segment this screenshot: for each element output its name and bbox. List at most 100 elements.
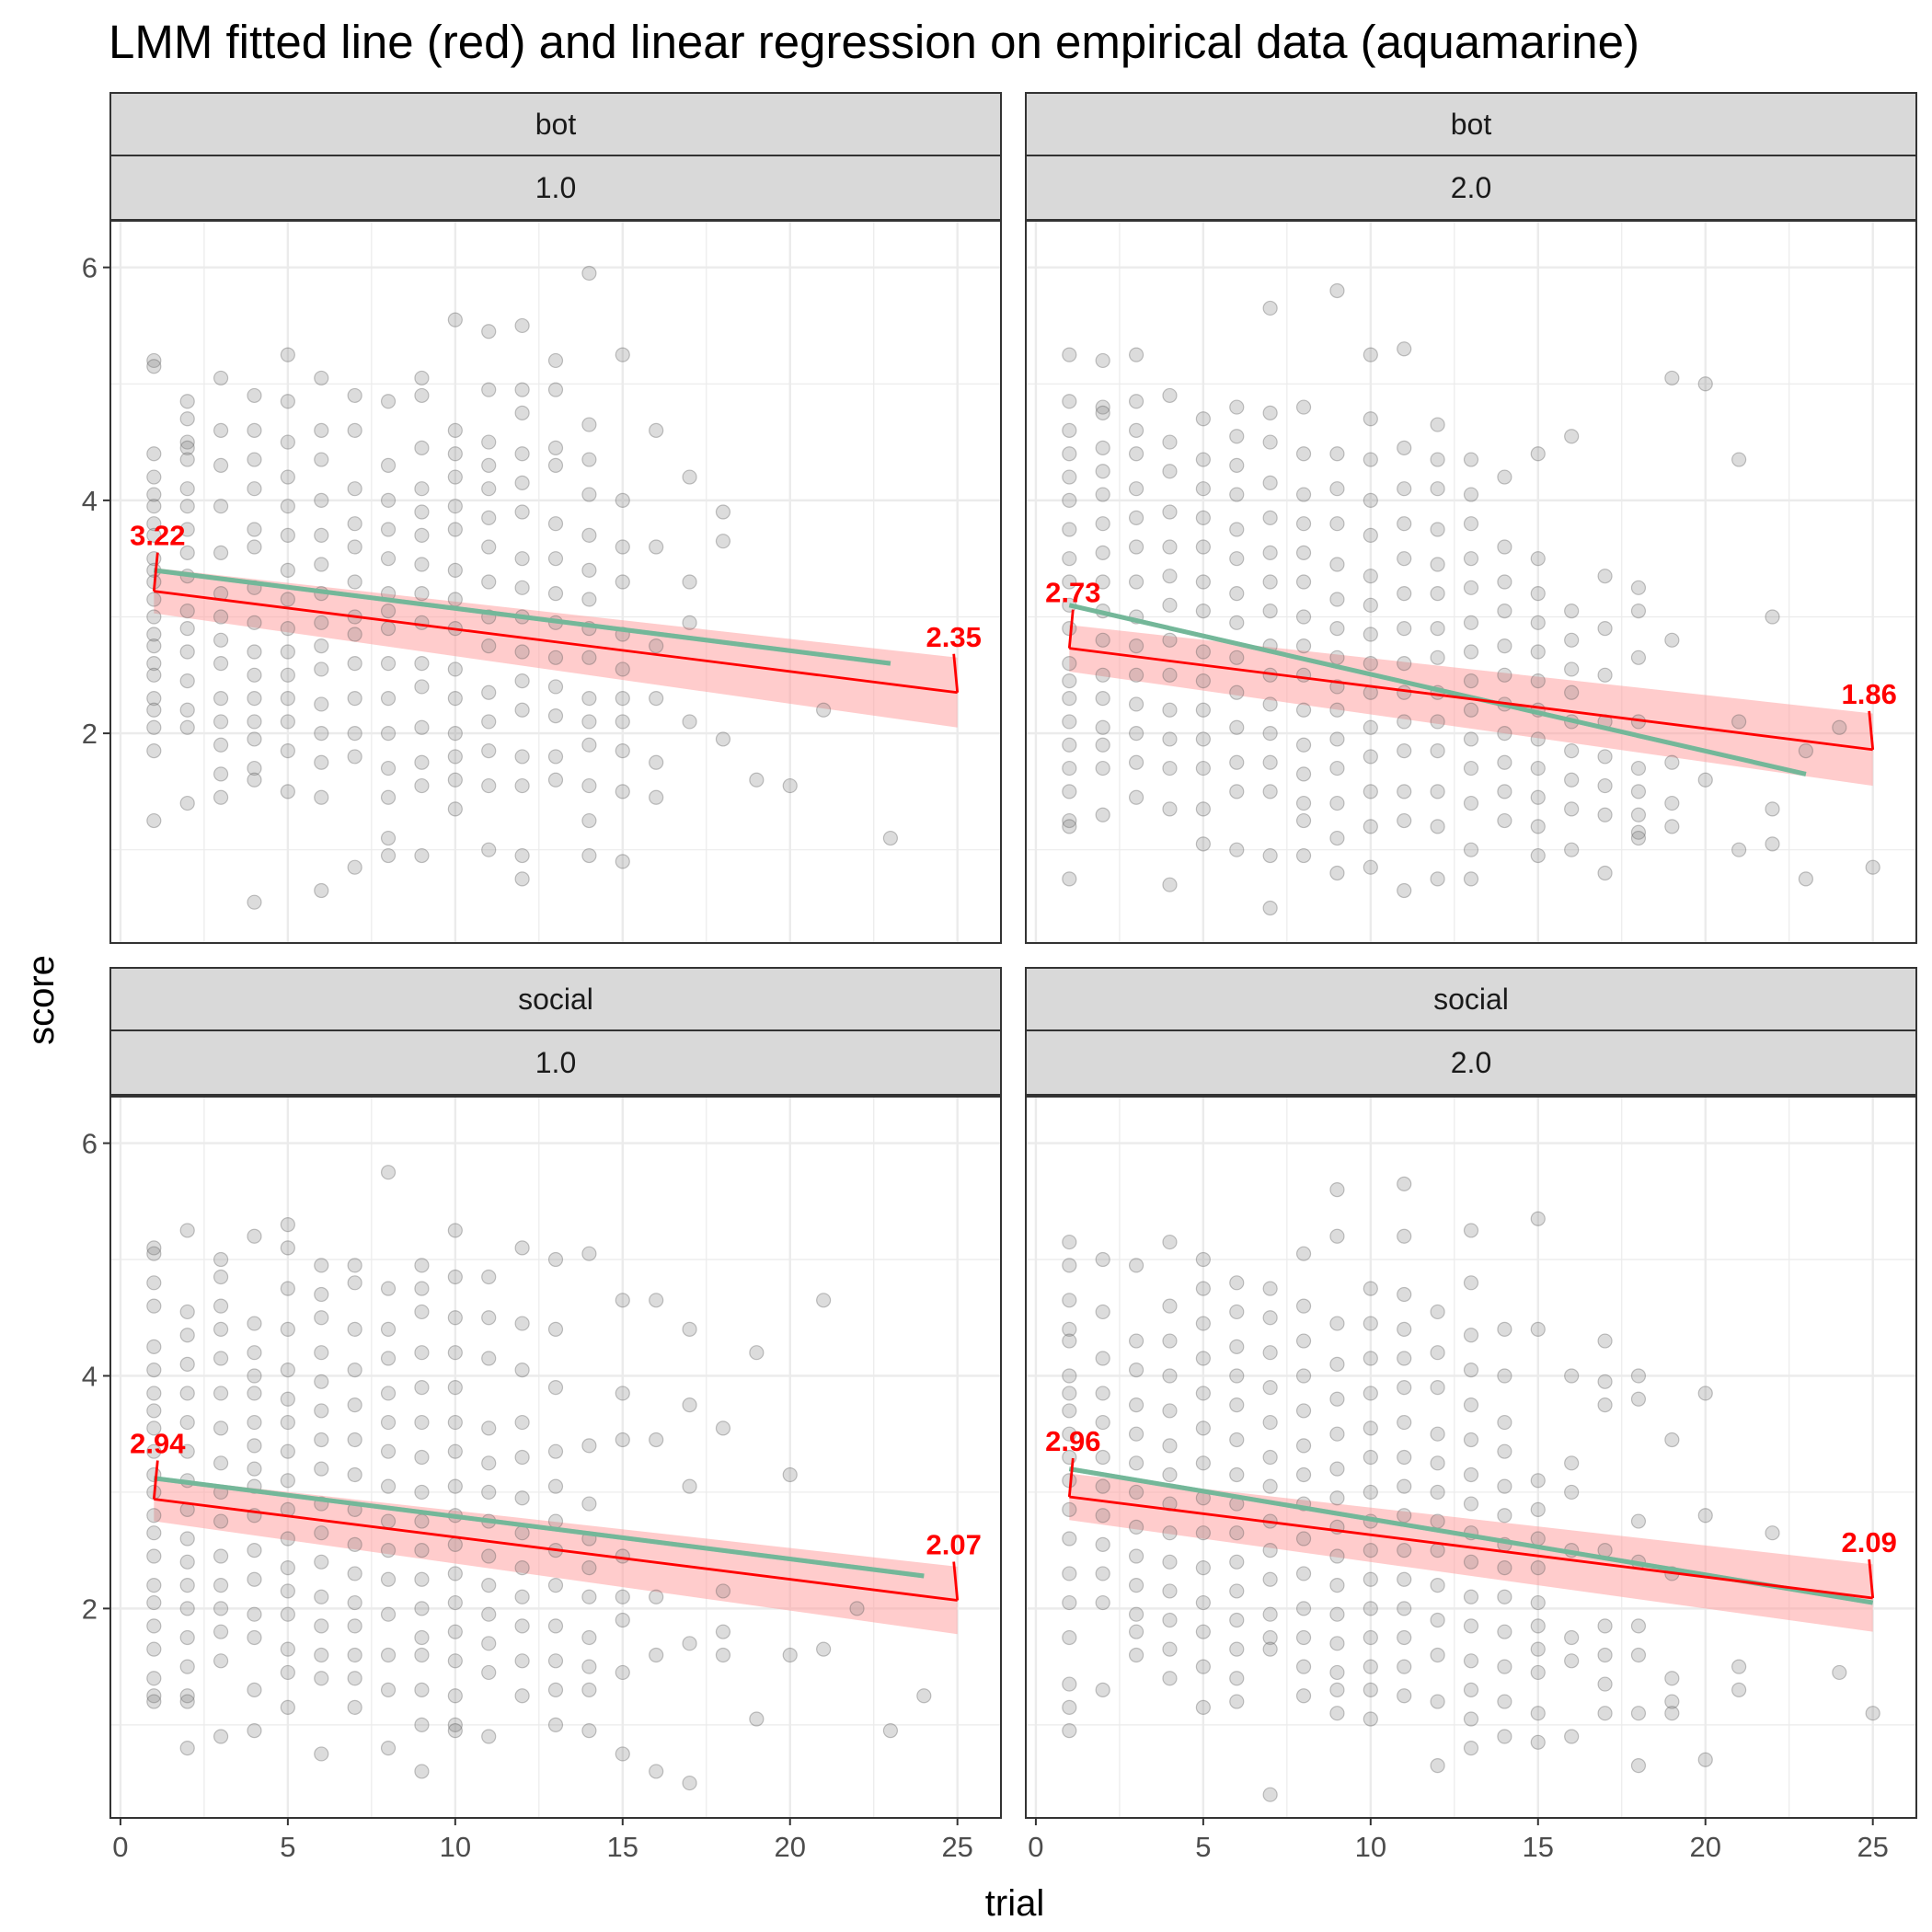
data-point [547, 586, 564, 602]
data-point [1664, 1671, 1680, 1686]
data-point [414, 527, 430, 543]
data-point [380, 1571, 397, 1587]
data-point [179, 1386, 195, 1401]
data-point [1062, 1566, 1077, 1581]
data-point [1664, 1706, 1680, 1721]
data-point [581, 527, 597, 543]
data-point [1195, 1386, 1211, 1401]
data-point [1664, 795, 1680, 811]
data-point [1295, 399, 1312, 415]
data-point [280, 1281, 295, 1296]
data-point [1062, 422, 1077, 439]
data-point [447, 1345, 463, 1361]
data-point [1295, 702, 1312, 718]
data-point [1832, 719, 1847, 735]
data-point [547, 551, 564, 567]
data-point [1195, 1624, 1211, 1639]
data-point [1564, 1484, 1580, 1501]
data-point [1630, 1513, 1647, 1529]
data-point [1397, 586, 1412, 602]
data-point [1062, 812, 1077, 829]
data-point [1329, 702, 1345, 718]
data-point [280, 1363, 295, 1378]
data-point [414, 1258, 430, 1273]
facet-strip-top-label: bot [1451, 108, 1492, 141]
data-point [1262, 1414, 1278, 1431]
data-point [581, 1659, 597, 1674]
panel-border [109, 1096, 1002, 1819]
data-point [1530, 1594, 1546, 1611]
data-point [1530, 1321, 1546, 1338]
data-point [514, 1414, 530, 1431]
data-point [481, 1636, 497, 1651]
data-point [581, 691, 597, 707]
data-point [179, 394, 195, 409]
data-point [547, 1682, 564, 1698]
data-point [1295, 1403, 1312, 1419]
data-point [1430, 1380, 1445, 1396]
data-point [213, 1269, 229, 1285]
data-point [1397, 1601, 1412, 1616]
data-point [481, 714, 497, 730]
data-point [581, 265, 597, 282]
data-point [1697, 1386, 1713, 1401]
data-point [1262, 510, 1278, 525]
data-point [1128, 539, 1144, 555]
data-point [1095, 352, 1110, 369]
data-point [414, 481, 430, 497]
data-point [1062, 1403, 1077, 1419]
data-point [1095, 807, 1110, 822]
data-point [1564, 1455, 1580, 1471]
data-point [280, 1443, 295, 1459]
data-point [581, 487, 597, 502]
data-point [1564, 1653, 1580, 1669]
data-point [347, 422, 362, 439]
data-point [179, 411, 195, 427]
data-point [146, 516, 162, 532]
data-point [615, 1589, 630, 1604]
data-point [146, 1443, 162, 1459]
data-point [146, 1577, 162, 1593]
data-point [1731, 452, 1747, 467]
data-point [1295, 1566, 1312, 1581]
data-point [1731, 842, 1747, 857]
data-point [347, 1566, 362, 1581]
data-point [1262, 784, 1278, 799]
chart-title: LMM fitted line (red) and linear regress… [109, 16, 1639, 68]
data-point [581, 1682, 597, 1698]
data-point [1397, 1659, 1412, 1674]
data-point [1262, 574, 1278, 590]
data-point [1195, 1455, 1211, 1471]
data-point [682, 615, 697, 630]
data-point [380, 1321, 397, 1338]
y-tick-label: 6 [82, 1128, 98, 1160]
data-point [749, 1345, 765, 1361]
data-point [347, 1363, 362, 1378]
data-point [1128, 1548, 1144, 1564]
data-point [380, 830, 397, 846]
data-point [146, 352, 162, 369]
data-point [1397, 684, 1412, 700]
data-point [481, 324, 497, 339]
data-point [1530, 1734, 1546, 1750]
facet-strip-top [1025, 967, 1917, 1031]
data-point [649, 539, 664, 555]
data-point [380, 1351, 397, 1366]
data-point [1329, 1577, 1345, 1593]
data-point [1597, 1333, 1613, 1349]
data-point [1430, 481, 1445, 497]
data-point [1262, 900, 1278, 916]
data-point [1195, 731, 1211, 747]
data-point [1397, 551, 1412, 567]
data-point [1162, 1368, 1178, 1384]
data-point [347, 516, 362, 532]
fitted-value-label: 3.22 [130, 520, 185, 552]
data-point [1329, 1391, 1345, 1407]
data-point [1329, 1316, 1345, 1331]
data-point [179, 1601, 195, 1616]
data-point [1062, 760, 1077, 776]
data-point [213, 1729, 229, 1744]
data-point [1128, 1647, 1144, 1663]
data-point [1128, 1258, 1144, 1273]
data-point [314, 1403, 329, 1419]
